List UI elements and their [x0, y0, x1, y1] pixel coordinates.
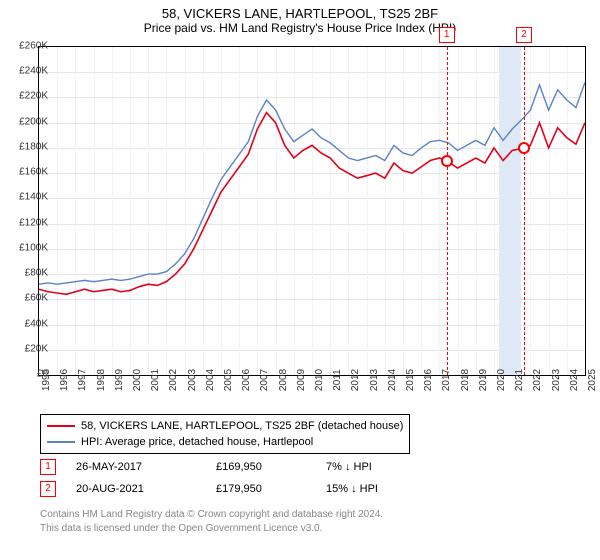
sale-diff: 7% ↓ HPI: [326, 461, 426, 473]
x-tick-label: 2024: [569, 369, 580, 391]
x-tick-label: 2018: [460, 369, 471, 391]
x-tick-label: 2021: [514, 369, 525, 391]
y-tick-label: £180K: [8, 141, 48, 152]
x-tick-label: 1996: [59, 369, 70, 391]
sale-marker-badge: 1: [439, 27, 455, 43]
sale-price: £179,950: [216, 483, 306, 495]
plot-area: 12: [38, 46, 586, 376]
footer-attribution: Contains HM Land Registry data © Crown c…: [40, 508, 383, 535]
sale-marker-dot: [518, 142, 530, 154]
legend-row: 58, VICKERS LANE, HARTLEPOOL, TS25 2BF (…: [47, 418, 403, 434]
y-tick-label: £120K: [8, 217, 48, 228]
sale-badge: 1: [40, 459, 56, 475]
x-tick-label: 2023: [551, 369, 562, 391]
y-tick-label: £20K: [8, 343, 48, 354]
x-tick-label: 1995: [41, 369, 52, 391]
y-tick-label: £200K: [8, 116, 48, 127]
x-tick-label: 2005: [223, 369, 234, 391]
x-tick-label: 2022: [532, 369, 543, 391]
series-svg: [39, 47, 585, 375]
sale-date: 20-AUG-2021: [76, 483, 196, 495]
x-tick-label: 2020: [496, 369, 507, 391]
x-tick-label: 2016: [423, 369, 434, 391]
sale-marker-line: [447, 47, 448, 375]
x-tick-label: 2025: [587, 369, 598, 391]
sale-marker-badge: 2: [516, 27, 532, 43]
x-tick-label: 2000: [132, 369, 143, 391]
x-tick-label: 2014: [387, 369, 398, 391]
y-tick-label: £240K: [8, 66, 48, 77]
y-tick-label: £60K: [8, 293, 48, 304]
legend-swatch: [47, 425, 75, 427]
sale-row: 2 20-AUG-2021 £179,950 15% ↓ HPI: [40, 478, 580, 500]
y-tick-label: £260K: [8, 41, 48, 52]
x-tick-label: 2001: [150, 369, 161, 391]
sale-date: 26-MAY-2017: [76, 461, 196, 473]
y-tick-label: £40K: [8, 318, 48, 329]
sale-badge: 2: [40, 481, 56, 497]
x-tick-label: 2010: [314, 369, 325, 391]
x-tick-label: 2009: [296, 369, 307, 391]
sales-table: 1 26-MAY-2017 £169,950 7% ↓ HPI 2 20-AUG-2021…: [40, 456, 580, 500]
x-tick-label: 1999: [114, 369, 125, 391]
x-tick-label: 2006: [241, 369, 252, 391]
footer-line-1: Contains HM Land Registry data © Crown c…: [40, 508, 383, 522]
y-tick-label: £220K: [8, 91, 48, 102]
y-tick-label: £140K: [8, 192, 48, 203]
x-tick-label: 2004: [205, 369, 216, 391]
sale-marker-dot: [441, 155, 453, 167]
x-tick-label: 2008: [278, 369, 289, 391]
x-tick-label: 2019: [478, 369, 489, 391]
sale-row: 1 26-MAY-2017 £169,950 7% ↓ HPI: [40, 456, 580, 478]
x-tick-label: 1997: [77, 369, 88, 391]
chart-title: 58, VICKERS LANE, HARTLEPOOL, TS25 2BF: [0, 6, 600, 21]
x-tick-label: 2013: [369, 369, 380, 391]
legend-label: HPI: Average price, detached house, Hart…: [81, 436, 313, 448]
sale-price: £169,950: [216, 461, 306, 473]
footer-line-2: This data is licensed under the Open Gov…: [40, 522, 383, 536]
series-hpi: [39, 82, 585, 284]
legend-row: HPI: Average price, detached house, Hart…: [47, 434, 403, 450]
sale-marker-line: [524, 47, 525, 375]
x-tick-label: 2002: [168, 369, 179, 391]
sale-diff: 15% ↓ HPI: [326, 483, 426, 495]
x-tick-label: 2015: [405, 369, 416, 391]
x-tick-label: 2017: [441, 369, 452, 391]
x-tick-label: 2011: [332, 369, 343, 391]
y-tick-label: £160K: [8, 167, 48, 178]
y-tick-label: £80K: [8, 268, 48, 279]
x-tick-label: 2012: [350, 369, 361, 391]
legend-label: 58, VICKERS LANE, HARTLEPOOL, TS25 2BF (…: [81, 420, 403, 432]
x-tick-label: 2007: [259, 369, 270, 391]
legend: 58, VICKERS LANE, HARTLEPOOL, TS25 2BF (…: [40, 414, 410, 454]
legend-swatch: [47, 441, 75, 443]
x-tick-label: 1998: [96, 369, 107, 391]
chart-subtitle: Price paid vs. HM Land Registry's House …: [0, 21, 600, 35]
x-tick-label: 2003: [187, 369, 198, 391]
y-tick-label: £100K: [8, 242, 48, 253]
